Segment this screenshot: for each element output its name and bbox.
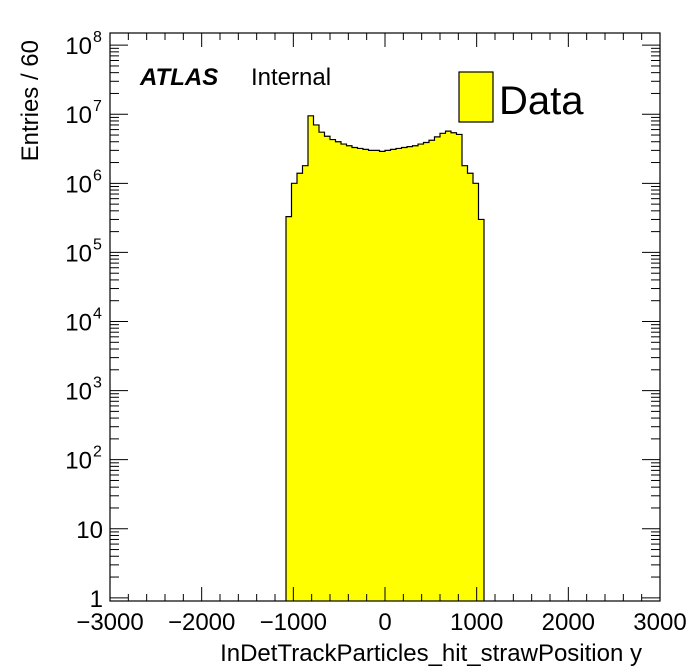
histogram-bar <box>396 148 402 601</box>
histogram-bar <box>346 145 353 601</box>
histogram-bar <box>451 132 457 602</box>
histogram-bar <box>297 173 303 602</box>
y-tick-exponent: 7 <box>93 98 102 115</box>
y-tick-label: 10 <box>65 240 92 267</box>
x-tick-label: −1000 <box>260 609 327 636</box>
y-tick-exponent: 3 <box>93 375 102 392</box>
y-axis-label: Entries / 60 <box>17 40 44 161</box>
histogram-bar <box>330 139 336 601</box>
histogram-bar <box>368 150 375 601</box>
histogram-bar <box>374 150 380 601</box>
histogram-bar <box>456 134 463 601</box>
y-tick-exponent: 4 <box>93 306 102 323</box>
y-tick-label: 10 <box>65 448 92 475</box>
histogram-bar <box>407 146 413 601</box>
legend-swatch-data <box>458 71 494 123</box>
x-tick-label: 3000 <box>633 609 686 636</box>
y-tick-exponent: 8 <box>93 29 102 46</box>
x-tick-label: 2000 <box>542 609 595 636</box>
x-tick-label: −3000 <box>76 609 143 636</box>
histogram-bar <box>423 142 430 601</box>
y-tick-exponent: 2 <box>93 444 102 461</box>
y-tick-label: 1 <box>90 586 103 613</box>
histogram-bar <box>286 216 292 601</box>
histogram-bar <box>390 149 397 601</box>
histogram-bar <box>357 148 364 601</box>
histogram-bars <box>286 115 485 602</box>
histogram-bar <box>478 219 485 601</box>
histogram-bar <box>473 183 479 602</box>
histogram-bar <box>401 147 408 601</box>
histogram-bar <box>302 165 309 602</box>
x-tick-label: 1000 <box>450 609 503 636</box>
histogram-bar <box>335 141 342 601</box>
y-tick-label: 10 <box>65 379 92 406</box>
histogram-bar <box>319 132 325 601</box>
histogram-bar <box>385 150 391 601</box>
y-tick-label: 10 <box>65 33 92 60</box>
histogram-bar <box>324 136 331 601</box>
histogram-bar <box>412 145 419 601</box>
histogram-bar <box>429 140 435 602</box>
histogram-bar <box>308 115 314 601</box>
histogram-bar <box>467 173 474 602</box>
x-tick-label: 0 <box>378 609 391 636</box>
histogram-bar <box>291 183 298 602</box>
histogram-bar <box>363 149 369 601</box>
legend-label-data: Data <box>499 79 584 123</box>
histogram-bar <box>418 144 424 602</box>
y-tick-exponent: 6 <box>93 167 102 184</box>
histogram-bar <box>440 133 446 601</box>
y-tick-label: 10 <box>65 310 92 337</box>
histogram-bar <box>462 165 468 602</box>
y-tick-label: 10 <box>65 102 92 129</box>
x-axis-ticks: −3000 −2000 −1000 0 1000 2000 3000 <box>76 33 687 636</box>
x-axis-label: InDetTrackParticles_hit_strawPosition y <box>220 640 642 667</box>
histogram-bar <box>352 147 358 601</box>
histogram-bar <box>434 136 441 601</box>
histogram-bar <box>445 131 452 601</box>
histogram-bar <box>313 124 320 602</box>
x-tick-label: −2000 <box>168 609 235 636</box>
internal-label: Internal <box>251 64 331 91</box>
y-tick-label: 10 <box>76 517 103 544</box>
y-tick-exponent: 5 <box>93 236 102 253</box>
atlas-label: ATLAS <box>139 64 218 91</box>
y-tick-label: 10 <box>65 171 92 198</box>
histogram-bar <box>341 144 347 602</box>
histogram-bar <box>379 151 386 601</box>
histogram-outline <box>285 115 485 601</box>
